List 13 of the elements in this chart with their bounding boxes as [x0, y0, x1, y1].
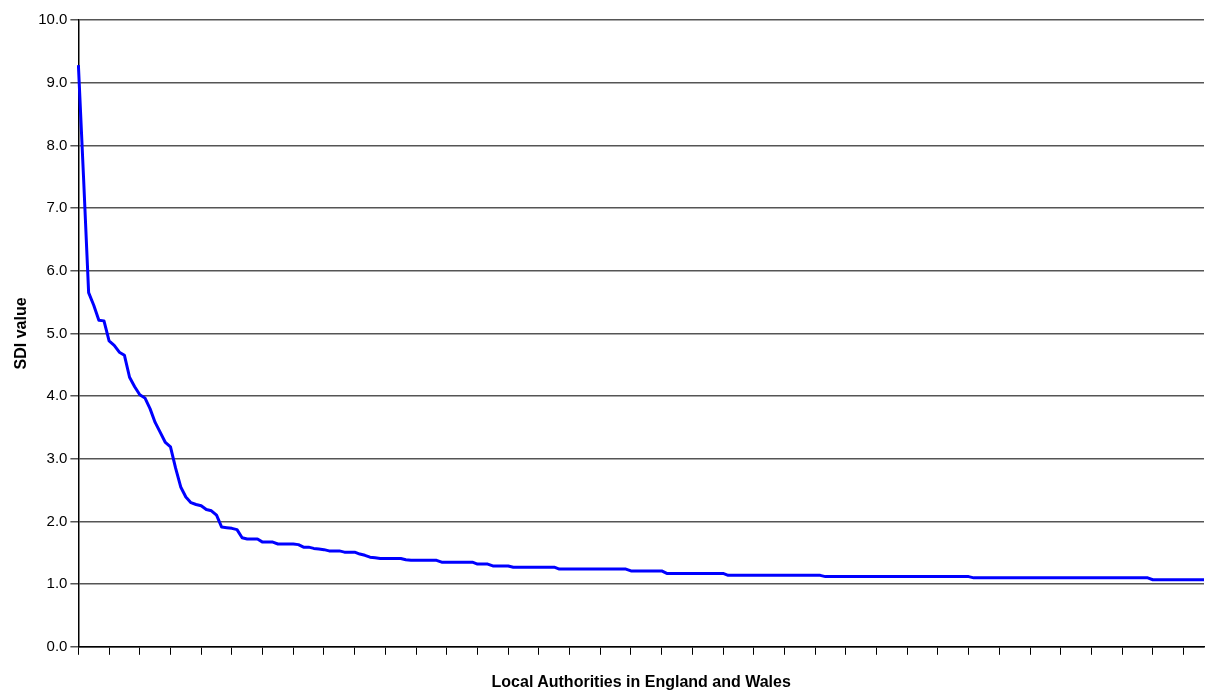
- y-tick-label: 5.0: [46, 323, 68, 341]
- y-tick-label: 1.0: [46, 574, 68, 592]
- y-tick-label: 8.0: [46, 135, 68, 153]
- y-axis-title: SDI value: [12, 297, 30, 370]
- y-tick-label: 10.0: [38, 10, 68, 28]
- y-tick-label: 3.0: [46, 448, 68, 466]
- y-tick-label: 4.0: [46, 386, 68, 404]
- y-tick-label: 0.0: [46, 636, 68, 654]
- x-axis-title: Local Authorities in England and Wales: [491, 672, 791, 690]
- y-tick-label: 2.0: [46, 511, 68, 529]
- y-tick-label: 9.0: [46, 72, 68, 90]
- y-tick-label: 6.0: [46, 260, 68, 278]
- y-tick-label: 7.0: [46, 198, 68, 216]
